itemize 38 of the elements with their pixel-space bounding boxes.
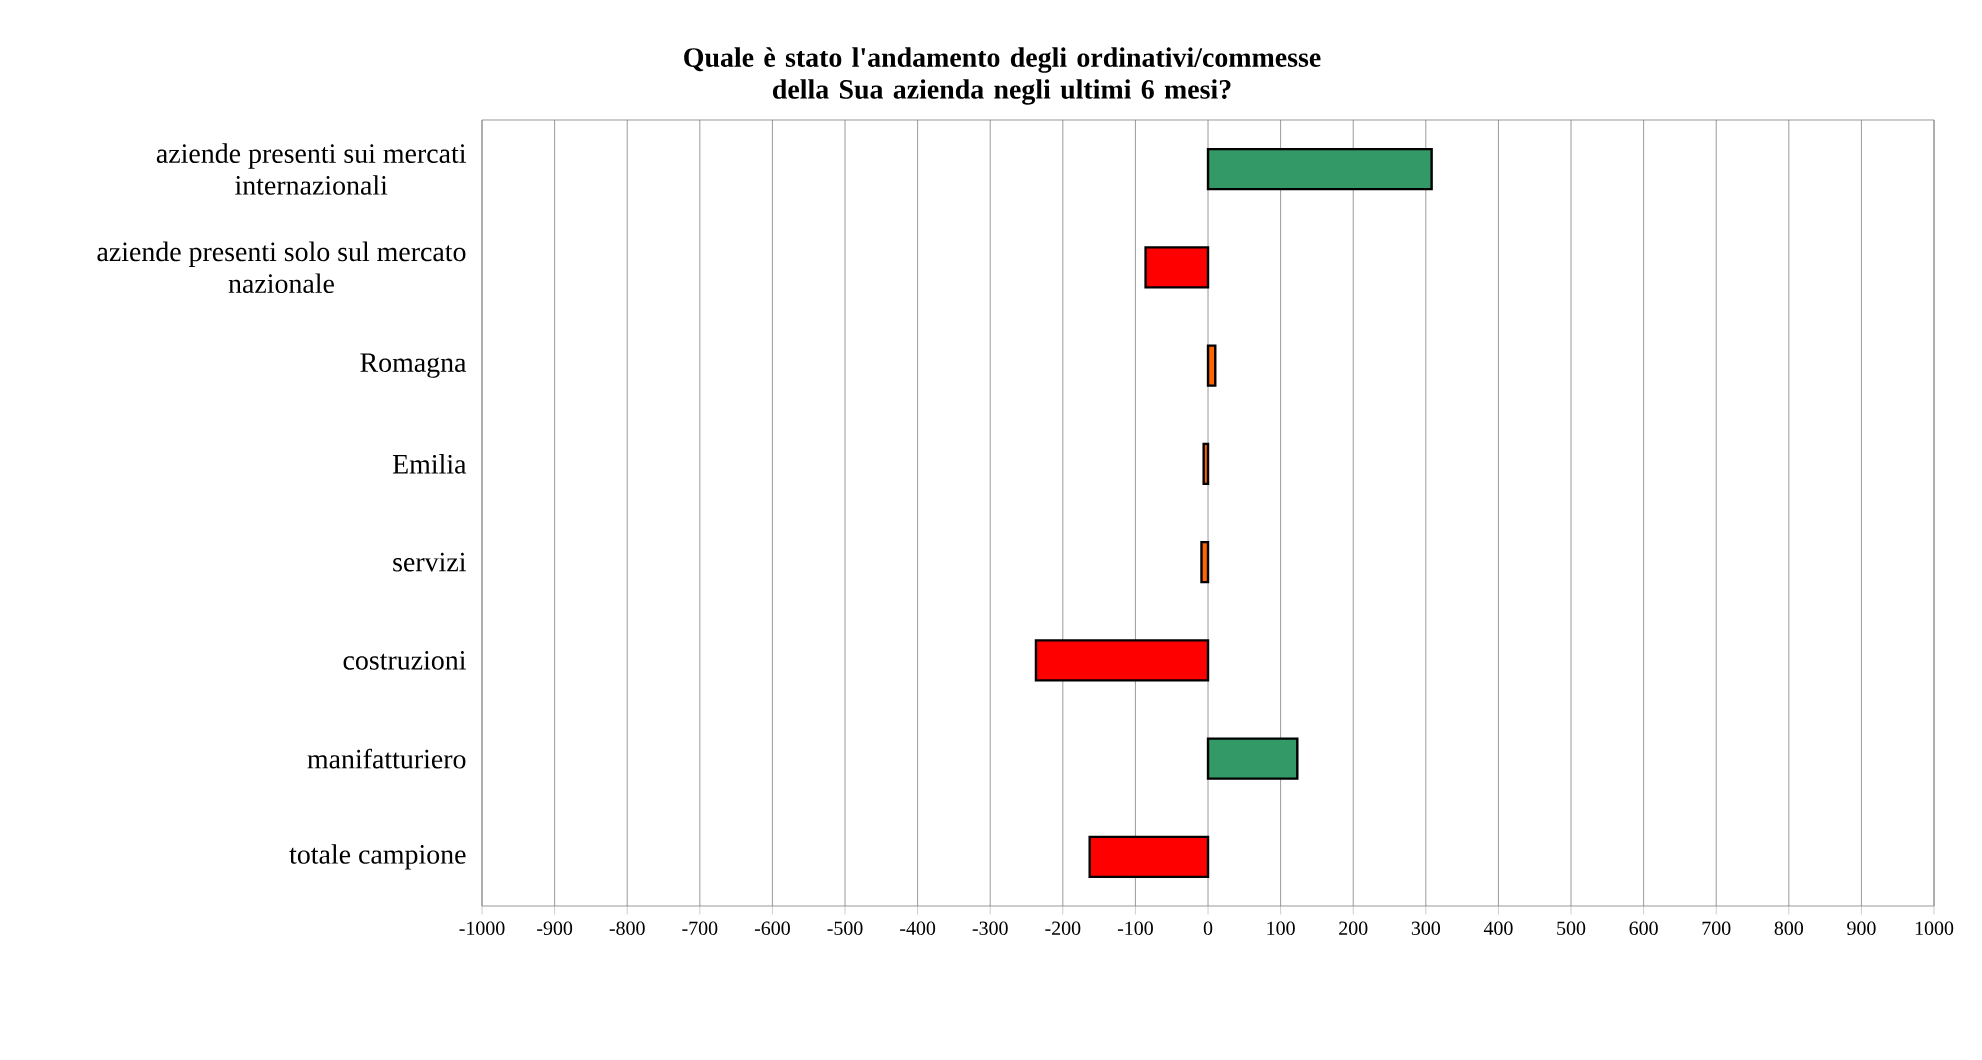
x-tick-label: 500 [1557,921,1586,935]
bar [1088,835,1210,879]
bar [1034,639,1210,682]
bar [1202,442,1210,486]
bar [1200,540,1210,584]
y-tick-label: Romagna [360,353,467,378]
x-tick-label: 800 [1774,921,1804,935]
y-tick-label: servizi [393,552,466,572]
y-tick-label: aziende presenti solo sul mercato nazionale [97,241,466,294]
x-tick-label: -800 [609,921,645,935]
x-tick-label: -500 [827,921,863,935]
x-tick-label: 700 [1702,921,1731,935]
bar [1144,246,1210,289]
x-tick-label: -400 [900,921,936,935]
y-tick-label: aziende presenti sui mercati internazionali [156,143,466,195]
x-tick-label: -100 [1117,921,1153,935]
x-tick-label: 1000 [1915,921,1954,935]
y-tick-label: Emilia [392,454,467,474]
x-tick-label: 600 [1629,921,1658,935]
x-tick-label: -600 [754,921,790,935]
x-tick-label: 100 [1267,921,1295,935]
chart-title: Quale è stato l'andamento degli ordinativi/commesse della Sua azienda negli ultimi 6 mesi? [684,47,1321,105]
bar [1206,147,1433,191]
x-tick-label: -200 [1045,921,1081,935]
x-tick-label: 200 [1339,921,1368,935]
x-tick-label: -900 [537,921,573,935]
x-tick-label: 900 [1847,921,1876,935]
x-tick-label: -1000 [459,921,505,935]
x-tick-label: -300 [972,921,1008,935]
y-tick-label: totale campione [289,844,466,870]
bar [1206,737,1299,780]
bar [1206,344,1217,387]
y-tick-label: manifatturiero [307,748,466,769]
x-tick-label: 0 [1203,921,1213,935]
x-tick-label: -700 [682,921,718,935]
x-tick-label: 400 [1483,921,1513,935]
y-tick-label: costruzioni [343,650,466,670]
x-tick-label: 300 [1411,921,1441,935]
